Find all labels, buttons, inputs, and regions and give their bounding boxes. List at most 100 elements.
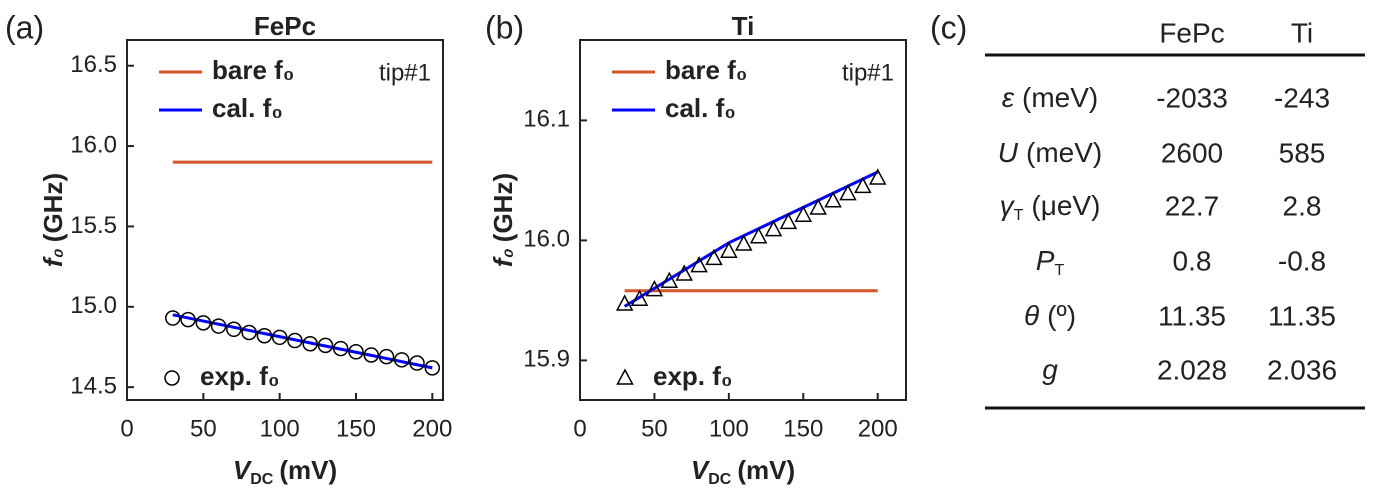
marker <box>854 176 872 194</box>
row-symbol: γ <box>1000 190 1016 221</box>
marker <box>317 337 334 354</box>
y-label-symbol: f₀ <box>38 248 68 267</box>
marker <box>645 280 664 297</box>
panel-label: (c) <box>930 9 967 45</box>
table-cell: 2.8 <box>1283 190 1322 221</box>
marker <box>302 336 318 352</box>
row-label: γT (μeV) <box>1000 190 1101 224</box>
marker <box>630 289 649 306</box>
row-label: U (meV) <box>998 137 1102 168</box>
x-label-unit: (mV) <box>737 455 795 485</box>
row-label: ε (meV) <box>1002 82 1099 113</box>
y-axis-label: f₀ (GHz) <box>38 173 68 267</box>
x-label-subscript: DC <box>250 471 274 488</box>
row-subscript: T <box>1014 207 1024 224</box>
table-cell: 585 <box>1279 137 1326 168</box>
x-axis-label: VDC (mV) <box>233 455 337 488</box>
table-cell: -0.8 <box>1278 245 1326 276</box>
chart-title: FePc <box>254 11 316 41</box>
marker <box>794 205 813 222</box>
marker <box>348 344 364 360</box>
row-unit: (μeV) <box>1031 190 1100 221</box>
table-cell: 11.35 <box>1268 300 1336 331</box>
x-tick-label: 200 <box>858 415 898 442</box>
x-label-subscript: DC <box>708 471 732 488</box>
row-symbol: θ <box>1024 300 1039 331</box>
marker <box>241 324 257 341</box>
marker <box>424 360 441 376</box>
x-tick-label: 50 <box>641 415 668 442</box>
y-axis-label: f₀ (GHz) <box>488 173 518 267</box>
row-symbol: ε <box>1002 82 1015 113</box>
x-label-unit: (mV) <box>279 455 337 485</box>
marker <box>809 198 827 215</box>
marker <box>394 352 410 368</box>
y-label-symbol: f₀ <box>488 248 518 267</box>
x-tick-label: 200 <box>412 415 452 442</box>
x-tick-label: 0 <box>120 415 133 442</box>
legend-label: cal. f₀ <box>665 93 736 123</box>
legend-label: exp. f₀ <box>653 361 733 391</box>
marker <box>705 248 723 266</box>
x-tick-label: 150 <box>336 415 376 442</box>
marker <box>226 321 242 338</box>
row-label: g <box>1042 354 1058 385</box>
legend-label: bare f₀ <box>212 55 295 85</box>
table-cell: 2600 <box>1161 137 1223 168</box>
row-symbol: P <box>1036 245 1055 276</box>
x-tick-label: 100 <box>260 415 300 442</box>
marker <box>256 327 273 344</box>
marker <box>660 271 679 288</box>
panel-label: (b) <box>485 9 524 45</box>
x-tick-label: 150 <box>783 415 823 442</box>
plot-frame <box>579 39 907 401</box>
x-label-symbol: V <box>233 455 253 485</box>
y-tick-label: 14.5 <box>70 372 117 399</box>
x-tick-label: 50 <box>190 415 217 442</box>
marker <box>749 227 768 244</box>
legend-label: bare f₀ <box>665 55 748 85</box>
row-label: θ (º) <box>1024 300 1076 331</box>
marker <box>180 311 196 328</box>
marker <box>824 191 842 208</box>
table-cell: 22.7 <box>1165 190 1220 221</box>
table-cell: 2.028 <box>1157 354 1227 385</box>
annotation: tip#1 <box>379 59 431 86</box>
marker <box>210 318 227 334</box>
marker <box>615 294 634 311</box>
marker <box>720 241 738 258</box>
row-unit: (meV) <box>1022 82 1098 113</box>
marker <box>165 310 181 326</box>
column-header: FePc <box>1159 17 1224 48</box>
table-cell: -2033 <box>1156 82 1228 113</box>
table-cell: 11.35 <box>1158 300 1226 331</box>
row-label: PT <box>1036 245 1065 279</box>
marker <box>839 184 857 201</box>
x-label-symbol: V <box>691 455 711 485</box>
x-tick-label: 0 <box>573 415 586 442</box>
y-tick-label: 16.1 <box>523 106 570 133</box>
table-cell: 0.8 <box>1173 245 1212 276</box>
y-tick-label: 16.0 <box>70 131 117 158</box>
annotation: tip#1 <box>842 59 894 86</box>
x-tick-label: 100 <box>709 415 749 442</box>
marker <box>271 329 288 346</box>
table-cell: -243 <box>1274 82 1330 113</box>
chart-title: Ti <box>732 11 755 41</box>
marker <box>868 168 887 185</box>
table-cell: 2.036 <box>1267 354 1337 385</box>
row-symbol: g <box>1042 354 1058 385</box>
y-tick-label: 15.9 <box>523 346 570 373</box>
marker <box>363 347 380 363</box>
y-tick-label: 16.0 <box>523 226 570 253</box>
legend-label: cal. f₀ <box>212 93 283 123</box>
legend-swatch <box>164 370 180 386</box>
marker <box>690 256 708 273</box>
plot-frame <box>126 39 444 401</box>
legend-swatch <box>616 368 634 385</box>
marker <box>378 348 395 365</box>
marker <box>332 340 349 357</box>
row-unit: (meV) <box>1026 137 1102 168</box>
panel-label: (a) <box>5 9 44 45</box>
